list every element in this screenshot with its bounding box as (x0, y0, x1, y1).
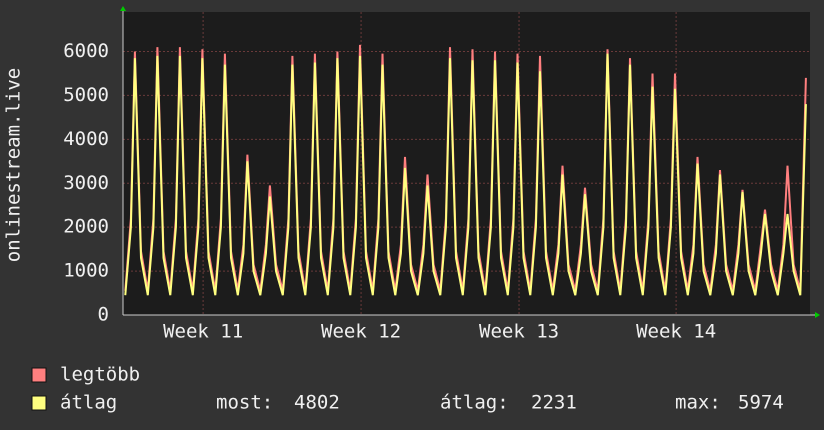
y-axis-label: onlinestream.live (3, 68, 25, 262)
legend-swatch (31, 395, 47, 411)
y-tick-label: 0 (98, 304, 109, 326)
y-tick-label: 5000 (63, 84, 109, 106)
y-tick-label: 3000 (63, 172, 109, 194)
x-tick-label: Week 13 (479, 321, 559, 343)
stat-label: max: (675, 392, 721, 414)
legend-swatch (31, 367, 47, 383)
stat-label: átlag: (440, 392, 509, 414)
series-line (124, 53, 807, 296)
stat-value: 2231 (531, 392, 577, 414)
y-tick-label: 6000 (63, 40, 109, 62)
legend-label: legtöbb (60, 364, 140, 386)
y-tick-label: 1000 (63, 260, 109, 282)
axis-arrow (120, 6, 126, 11)
stat-label: most: (216, 392, 273, 414)
x-tick-label: Week 11 (163, 321, 243, 343)
plot-area (123, 12, 810, 315)
stat-value: 4802 (294, 392, 340, 414)
x-tick-label: Week 14 (636, 321, 716, 343)
stat-value: 5974 (738, 392, 784, 414)
y-tick-label: 2000 (63, 216, 109, 238)
y-tick-label: 4000 (63, 128, 109, 150)
legend-label: átlag (60, 392, 117, 414)
axis-arrow (815, 312, 820, 318)
x-tick-label: Week 12 (321, 321, 401, 343)
